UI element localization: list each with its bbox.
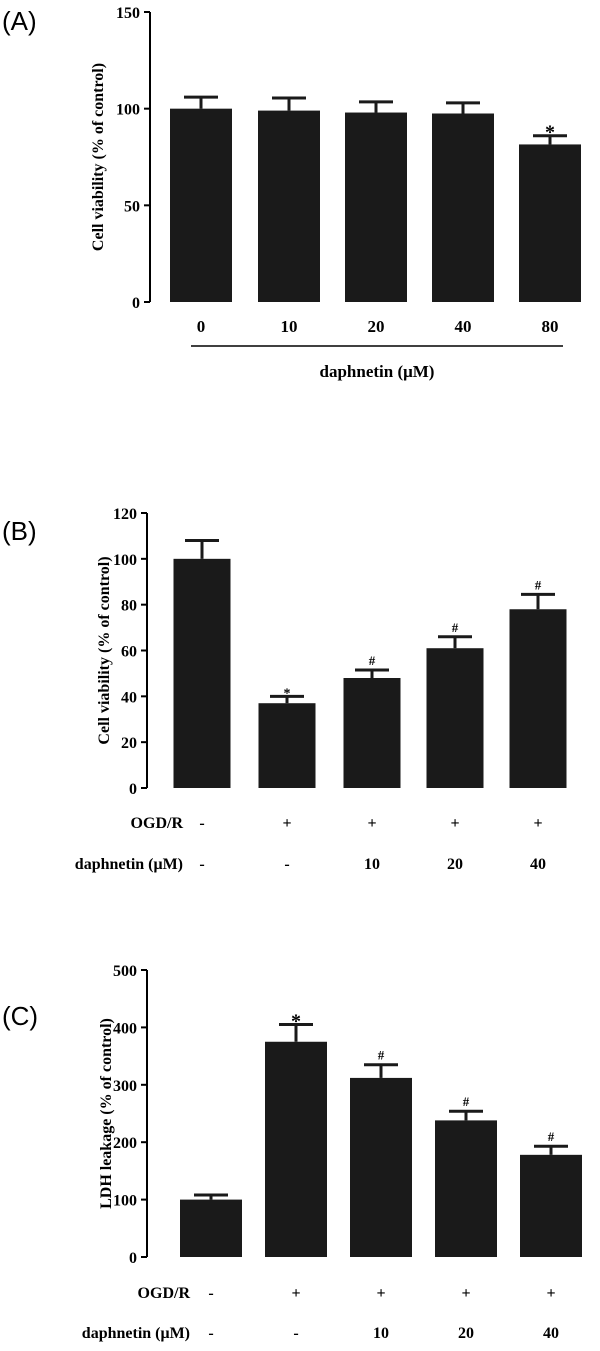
x-tick-label: 80: [542, 317, 559, 336]
condition-row-value: 20: [447, 856, 463, 873]
y-tick-label: 50: [124, 198, 140, 215]
bar: [258, 703, 316, 788]
bar: [435, 1120, 497, 1257]
y-tick-label: 120: [113, 506, 137, 523]
condition-row-value: +: [461, 1285, 470, 1302]
significance-marker: #: [548, 1129, 555, 1144]
x-tick-label: 0: [197, 317, 206, 336]
bar: [173, 558, 231, 788]
condition-row-value: 10: [373, 1325, 389, 1342]
condition-row-value: +: [291, 1285, 300, 1302]
bar: [180, 1199, 242, 1257]
y-tick-label: 60: [121, 644, 137, 661]
significance-marker: #: [378, 1048, 385, 1063]
bar: [426, 648, 484, 788]
condition-row-value: -: [293, 1325, 298, 1342]
significance-marker: *: [291, 1011, 301, 1033]
condition-row-value: -: [208, 1285, 213, 1302]
x-tick-label: 10: [281, 317, 298, 336]
bar: [520, 1154, 582, 1257]
y-tick-label: 500: [113, 963, 137, 980]
condition-row-value: 40: [543, 1325, 559, 1342]
significance-marker: #: [463, 1094, 470, 1109]
condition-row-value: +: [546, 1285, 555, 1302]
significance-marker: *: [284, 686, 291, 701]
x-axis-title: daphnetin (μM): [320, 362, 435, 381]
y-tick-label: 20: [121, 735, 137, 752]
panel-label: (C): [2, 1001, 38, 1031]
y-tick-label: 100: [113, 552, 137, 569]
y-tick-label: 400: [113, 1020, 137, 1037]
significance-marker: #: [452, 620, 459, 635]
y-tick-label: 40: [121, 689, 137, 706]
condition-row-label: daphnetin (μM): [82, 1325, 190, 1342]
condition-row-value: -: [208, 1325, 213, 1342]
bar: [265, 1041, 327, 1257]
panel-label: (B): [2, 516, 37, 546]
y-tick-label: 0: [132, 295, 140, 312]
condition-row-value: -: [199, 856, 204, 873]
y-tick-label: 300: [113, 1078, 137, 1095]
condition-row-label: OGD/R: [131, 815, 184, 832]
condition-row-value: +: [282, 815, 291, 832]
bar: [432, 113, 494, 302]
condition-row-value: +: [376, 1285, 385, 1302]
y-tick-label: 150: [116, 5, 140, 22]
condition-row-value: -: [284, 856, 289, 873]
condition-row-value: -: [199, 815, 204, 832]
y-tick-label: 100: [113, 1193, 137, 1210]
condition-row-label: daphnetin (μM): [75, 856, 183, 873]
x-tick-label: 20: [368, 317, 385, 336]
condition-row-value: +: [533, 815, 542, 832]
significance-marker: *: [545, 122, 555, 144]
bar: [345, 112, 407, 303]
x-tick-label: 40: [455, 317, 472, 336]
y-tick-label: 0: [129, 1250, 137, 1267]
significance-marker: #: [369, 653, 376, 668]
y-axis-title: Cell viability (% of control): [96, 556, 113, 744]
bar: [170, 108, 232, 303]
condition-row-value: +: [367, 815, 376, 832]
panel-label: (A): [2, 6, 37, 36]
condition-row-value: 20: [458, 1325, 474, 1342]
condition-row-value: 40: [530, 856, 546, 873]
significance-marker: #: [535, 577, 542, 592]
y-tick-label: 0: [129, 781, 137, 798]
y-tick-label: 100: [116, 102, 140, 119]
condition-row-label: OGD/R: [138, 1285, 191, 1302]
bar: [509, 609, 567, 788]
bar: [519, 144, 581, 302]
bar: [350, 1077, 412, 1257]
condition-row-value: +: [450, 815, 459, 832]
condition-row-value: 10: [364, 856, 380, 873]
bar: [343, 678, 401, 788]
y-axis-title: Cell viability (% of control): [90, 63, 107, 251]
bar: [258, 110, 320, 302]
y-tick-label: 80: [121, 598, 137, 615]
y-axis-title: LDH leakage (% of control): [98, 1018, 115, 1209]
y-tick-label: 200: [113, 1135, 137, 1152]
